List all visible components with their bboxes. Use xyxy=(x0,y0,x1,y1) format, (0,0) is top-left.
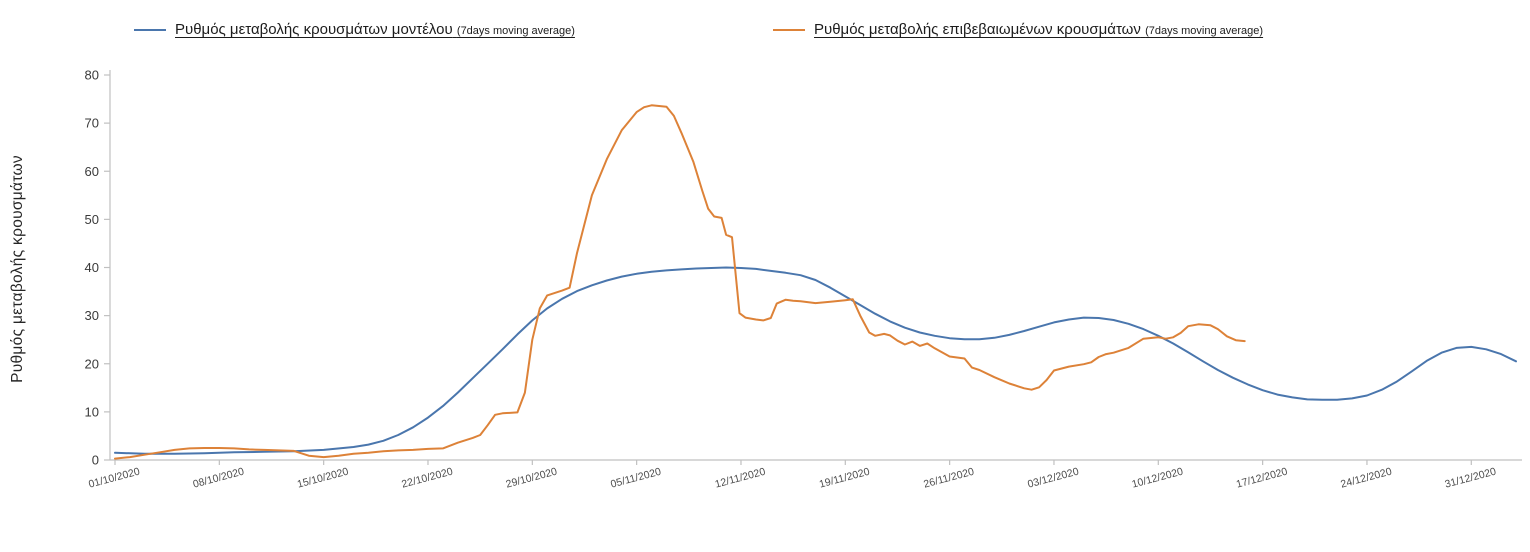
x-tick-label: 24/12/2020 xyxy=(1339,465,1393,490)
x-tick-label: 26/11/2020 xyxy=(922,466,975,491)
x-tick-label: 10/12/2020 xyxy=(1131,465,1185,490)
x-tick-label: 29/10/2020 xyxy=(505,465,559,490)
y-tick-label: 80 xyxy=(85,68,99,83)
y-tick-label: 0 xyxy=(92,453,99,468)
legend-label-model-text: Ρυθμός μεταβολής κρουσμάτων μοντέλου xyxy=(175,21,453,38)
legend-label-model: Ρυθμός μεταβολής κρουσμάτων μοντέλου (7d… xyxy=(175,21,575,38)
legend-item-model: Ρυθμός μεταβολής κρουσμάτων μοντέλου (7d… xyxy=(134,21,575,38)
x-tick-label: 01/10/2020 xyxy=(87,465,141,490)
series-line-model xyxy=(114,266,1517,455)
y-tick-label: 40 xyxy=(85,260,99,275)
x-tick-label: 05/11/2020 xyxy=(609,466,662,491)
y-tick-label: 20 xyxy=(85,356,99,371)
y-tick-label: 30 xyxy=(85,308,99,323)
x-tick-label: 08/10/2020 xyxy=(192,465,246,490)
series-line-confirmed xyxy=(114,104,1246,460)
y-tick-label: 60 xyxy=(85,164,99,179)
y-tick-label: 50 xyxy=(85,212,99,227)
legend-line-swatch-confirmed xyxy=(773,28,805,31)
x-tick-label: 03/12/2020 xyxy=(1026,465,1080,490)
x-tick-label: 15/10/2020 xyxy=(296,465,350,490)
legend-label-model-suffix: (7days moving average) xyxy=(456,25,575,37)
axes xyxy=(104,70,1522,465)
legend-line-swatch-model xyxy=(134,28,166,31)
x-tick-label: 31/12/2020 xyxy=(1444,465,1498,490)
y-tick-label: 10 xyxy=(85,404,99,419)
y-tick-label: 70 xyxy=(85,116,99,131)
legend-label-confirmed: Ρυθμός μεταβολής επιβεβαιωμένων κρουσμάτ… xyxy=(814,21,1263,38)
chart-canvas: 0 10 20 30 40 50 60 70 80 01/10/2020 08/10/2020 15/… xyxy=(85,68,1522,491)
x-tick-label: 22/10/2020 xyxy=(400,465,454,490)
x-tick-label: 19/11/2020 xyxy=(818,466,871,491)
legend-label-confirmed-suffix: (7days moving average) xyxy=(1145,25,1264,37)
x-tick-label: 12/11/2020 xyxy=(714,466,767,491)
legend-label-confirmed-text: Ρυθμός μεταβολής επιβεβαιωμένων κρουσμάτ… xyxy=(814,21,1141,38)
axis-labels: 0 10 20 30 40 50 60 70 80 01/10/2020 08/10/2020 15/… xyxy=(85,68,1498,491)
x-tick-label: 17/12/2020 xyxy=(1235,465,1289,490)
legend-item-confirmed: Ρυθμός μεταβολής επιβεβαιωμένων κρουσμάτ… xyxy=(773,21,1263,38)
